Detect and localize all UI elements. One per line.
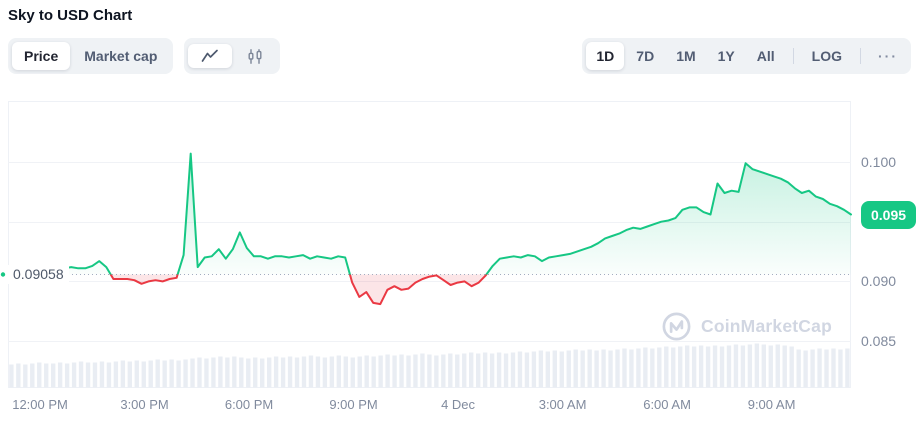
metric-button-market-cap[interactable]: Market cap [72,42,169,70]
metric-button-price[interactable]: Price [12,42,71,70]
x-axis-tick-label: 6:00 PM [224,397,274,412]
line-chart-type-button[interactable] [188,44,232,68]
log-scale-button[interactable]: LOG [802,42,852,70]
range-button-all[interactable]: All [747,42,785,70]
y-axis-tick-label: 0.100 [861,154,897,170]
x-axis-tick-label: 3:00 PM [120,397,169,412]
candlestick-icon [248,48,262,64]
x-axis-tick-label: 6:00 AM [643,397,691,412]
x-axis-tick-label: 9:00 PM [329,397,378,412]
divider [792,48,794,64]
page-title: Sky to USD Chart [8,7,133,24]
range-toggle: 1D 7D 1M 1Y All LOG ··· [582,38,911,74]
watermark-text: CoinMarketCap [701,316,832,336]
x-axis-tick-label: 4 Dec [441,397,476,412]
y-axis-tick-label: 0.090 [861,273,897,290]
coinmarketcap-watermark: CoinMarketCap [661,311,832,342]
chart-type-toggle [184,38,280,74]
metric-toggle: Price Market cap [8,38,174,74]
range-button-1d[interactable]: 1D [586,42,625,70]
x-axis-tick-label: 12:00 PM [12,397,68,412]
line-chart-icon [201,49,218,62]
baseline-price-label: 0.09058 [7,265,69,284]
x-axis-labels: 12:00 PM 3:00 PM 6:00 PM 9:00 PM 4 Dec 3:00 A… [0,397,923,413]
divider [860,48,861,64]
last-price-badge: 0.095 [861,200,917,229]
range-button-1m[interactable]: 1M [666,42,705,70]
coinmarketcap-logo-icon [662,312,691,341]
candlestick-chart-type-button[interactable] [234,44,276,69]
x-axis-tick-label: 3:00 AM [538,397,587,412]
x-axis-tick-label: 9:00 AM [747,397,796,412]
range-button-1y[interactable]: 1Y [708,42,745,70]
y-axis-tick-label: 0.085 [861,333,897,350]
range-button-7d[interactable]: 7D [626,42,664,70]
more-options-button[interactable]: ··· [869,42,907,70]
